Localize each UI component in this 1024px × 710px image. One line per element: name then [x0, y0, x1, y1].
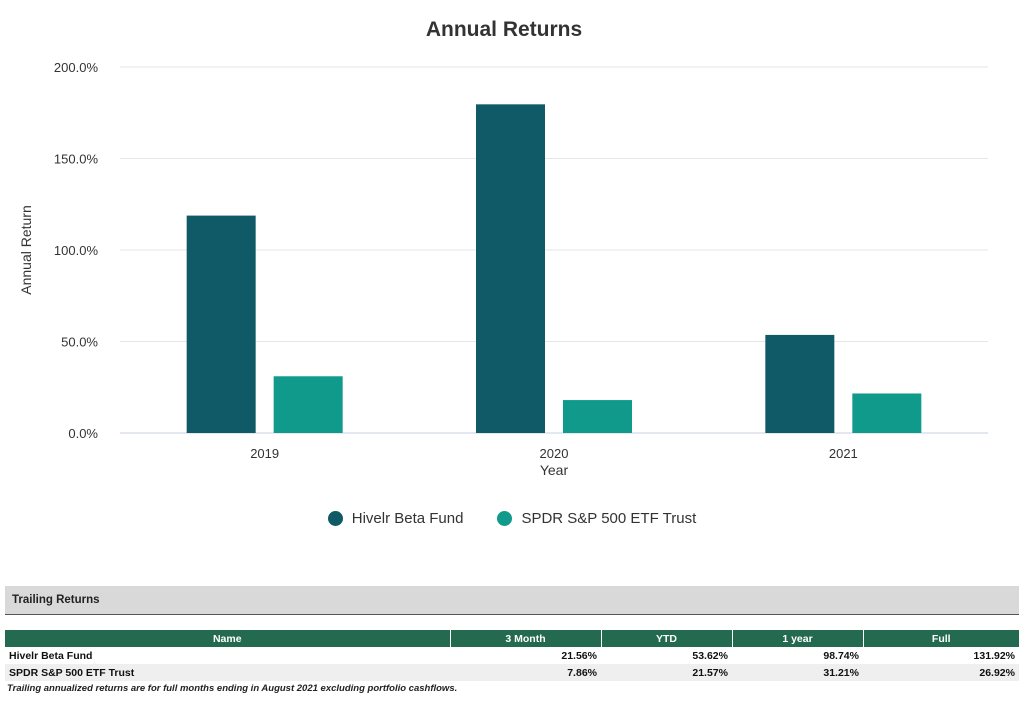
y-tick-label: 50.0% — [61, 335, 98, 350]
chart-title: Annual Returns — [426, 18, 582, 41]
legend-item-spdr[interactable]: SPDR S&P 500 ETF Trust — [497, 510, 696, 527]
cell-ytd: 53.62% — [692, 649, 728, 662]
y-tick-label: 0.0% — [68, 426, 98, 441]
grid-lines — [120, 66, 988, 434]
cell-ytd: 21.57% — [601, 664, 732, 681]
y-axis-label: Annual Return — [18, 205, 34, 295]
annual-returns-chart: Annual Returns Annual Return 0.0% 50.0% 10… — [18, 18, 988, 478]
trailing-returns-section: Trailing Returns Name 3 Month YTD 1 year… — [5, 586, 1019, 694]
table-header-row: Name 3 Month YTD 1 year Full — [5, 630, 1019, 647]
bars — [186, 104, 922, 433]
cell-name: Hivelr Beta Fund — [9, 649, 93, 662]
cell-1year: 31.21% — [732, 664, 863, 681]
cell-name: SPDR S&P 500 ETF Trust — [5, 664, 450, 681]
legend-label: SPDR S&P 500 ETF Trust — [521, 510, 697, 527]
trailing-returns-table: Name 3 Month YTD 1 year Full Hivelr Beta… — [5, 630, 1019, 681]
x-axis-label: Year — [540, 462, 569, 478]
bar-2019-series-1[interactable] — [273, 376, 343, 433]
y-tick-label: 150.0% — [54, 152, 99, 167]
bar-2020-series-1[interactable] — [563, 400, 632, 433]
cell-1year: 98.74% — [823, 649, 859, 662]
column-header-full: Full — [863, 630, 1019, 647]
bar-2020-series-0[interactable] — [476, 104, 545, 433]
table-row: Hivelr Beta Fund 21.56% 53.62% 98.74% 13… — [5, 647, 1019, 664]
cell-3month: 7.86% — [450, 664, 601, 681]
x-tick-label: 2021 — [829, 446, 858, 461]
column-header-name: Name — [5, 630, 451, 647]
chart-legend: Hivelr Beta Fund SPDR S&P 500 ETF Trust — [0, 510, 1024, 527]
x-tick-labels: 2019 2020 2021 — [250, 446, 858, 461]
column-header-ytd: YTD — [601, 630, 733, 647]
bar-2021-series-1[interactable] — [852, 393, 922, 433]
y-tick-labels: 0.0% 50.0% 100.0% 150.0% 200.0% — [54, 60, 99, 441]
y-tick-label: 100.0% — [54, 243, 99, 258]
x-tick-label: 2020 — [540, 446, 569, 461]
x-tick-label: 2019 — [250, 446, 279, 461]
legend-dot-icon — [327, 511, 343, 526]
table-row: SPDR S&P 500 ETF Trust 7.86% 21.57% 31.2… — [5, 664, 1019, 681]
legend-item-hivelr[interactable]: Hivelr Beta Fund — [327, 510, 464, 527]
cell-3month: 21.56% — [561, 649, 597, 662]
bar-2019-series-0[interactable] — [186, 215, 256, 433]
legend-dot-icon — [497, 511, 513, 526]
cell-full: 26.92% — [863, 664, 1019, 681]
footnote: Trailing annualized returns are for full… — [7, 683, 458, 694]
cell-full: 131.92% — [973, 649, 1015, 662]
legend-label: Hivelr Beta Fund — [351, 510, 464, 527]
column-header-1year: 1 year — [732, 630, 864, 647]
column-header-3month: 3 Month — [450, 630, 602, 647]
y-tick-label: 200.0% — [54, 60, 99, 75]
section-title: Trailing Returns — [5, 586, 1019, 615]
bar-2021-series-0[interactable] — [765, 334, 835, 433]
